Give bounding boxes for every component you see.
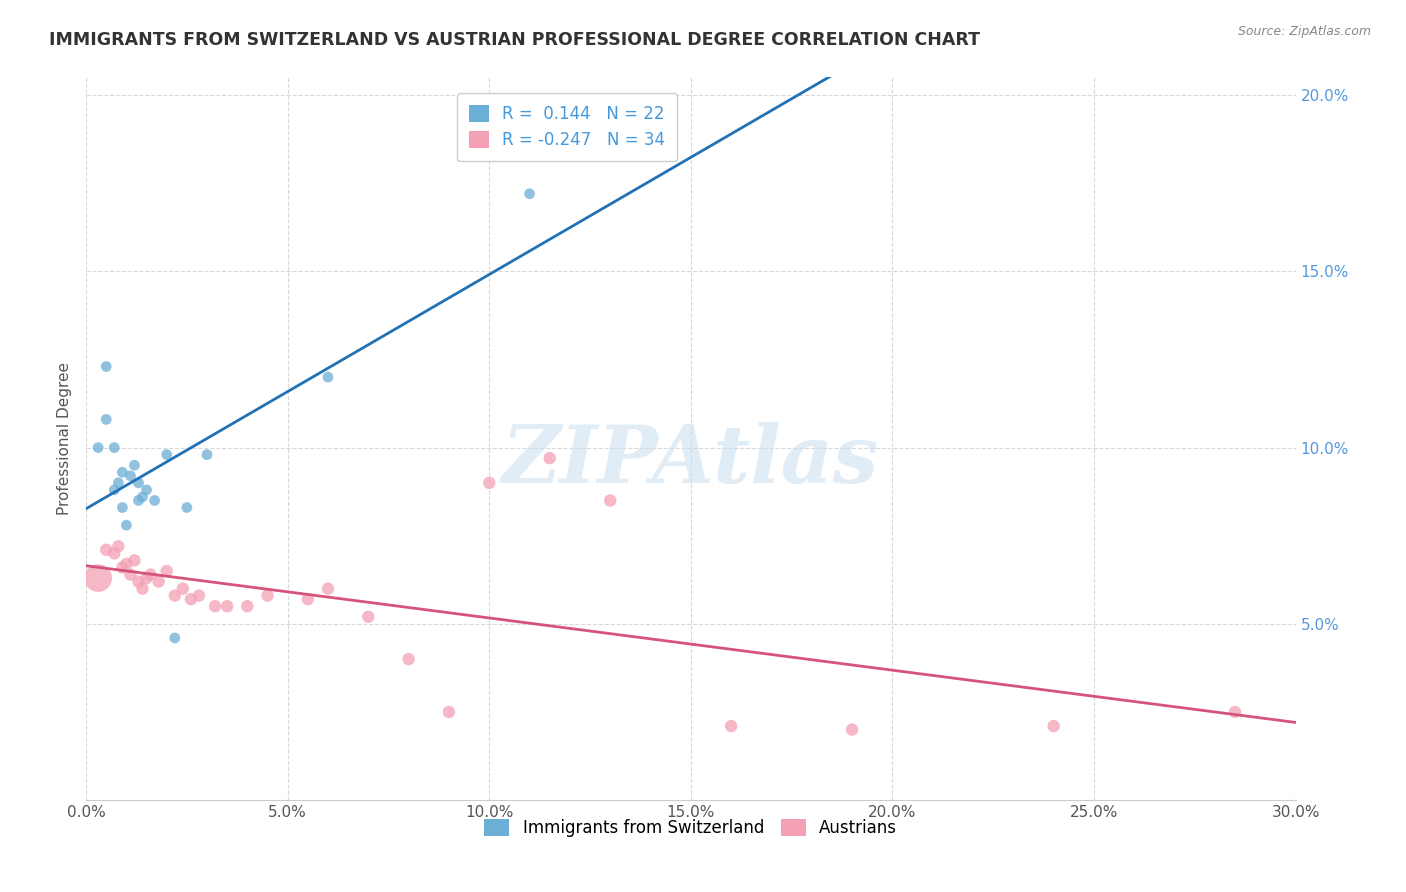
Point (127, 475, 149, 490)
Point (111, 465, 134, 479)
Point (841, 723, 863, 737)
Point (1042, 719, 1064, 733)
Point (96, 542, 118, 557)
Point (156, 564, 179, 578)
Legend: Immigrants from Switzerland, Austrians: Immigrants from Switzerland, Austrians (478, 812, 904, 844)
Point (156, 448, 179, 462)
Point (96, 359, 118, 374)
Point (316, 370, 339, 384)
Point (180, 592, 202, 607)
Point (357, 609, 380, 624)
Point (599, 493, 621, 508)
Text: Source: ZipAtlas.com: Source: ZipAtlas.com (1237, 25, 1371, 38)
Point (131, 490, 153, 504)
Point (135, 483, 157, 497)
Point (398, 652, 420, 666)
Point (188, 589, 211, 603)
Point (176, 500, 198, 515)
Point (143, 493, 166, 508)
Point (103, 546, 125, 560)
Point (131, 582, 153, 596)
Point (163, 589, 186, 603)
Point (115, 518, 138, 533)
Point (115, 557, 138, 571)
Text: ZIPAtlas: ZIPAtlas (502, 422, 880, 500)
Point (96, 412, 118, 426)
Point (111, 500, 134, 515)
Point (127, 493, 149, 508)
Point (437, 705, 460, 719)
Text: IMMIGRANTS FROM SWITZERLAND VS AUSTRIAN PROFESSIONAL DEGREE CORRELATION CHART: IMMIGRANTS FROM SWITZERLAND VS AUSTRIAN … (49, 31, 980, 49)
Point (87, 441, 110, 455)
Point (204, 599, 226, 614)
Point (107, 539, 129, 553)
Point (111, 560, 134, 574)
Point (538, 451, 561, 466)
Point (519, 186, 541, 201)
Point (195, 448, 218, 462)
Y-axis label: Professional Degree: Professional Degree (58, 362, 72, 516)
Point (236, 599, 259, 614)
Point (107, 475, 129, 490)
Point (103, 441, 125, 455)
Point (124, 458, 146, 473)
Point (720, 719, 742, 733)
Point (127, 574, 149, 589)
Point (120, 468, 142, 483)
Point (217, 599, 239, 614)
Point (316, 582, 339, 596)
Point (148, 574, 170, 589)
Point (139, 567, 162, 582)
Point (120, 567, 142, 582)
Point (87, 571, 110, 585)
Point (124, 553, 146, 567)
Point (256, 589, 278, 603)
Point (1223, 705, 1246, 719)
Point (297, 592, 319, 607)
Point (163, 631, 186, 645)
Point (103, 483, 125, 497)
Point (478, 475, 501, 490)
Point (135, 571, 157, 585)
Point (172, 582, 194, 596)
